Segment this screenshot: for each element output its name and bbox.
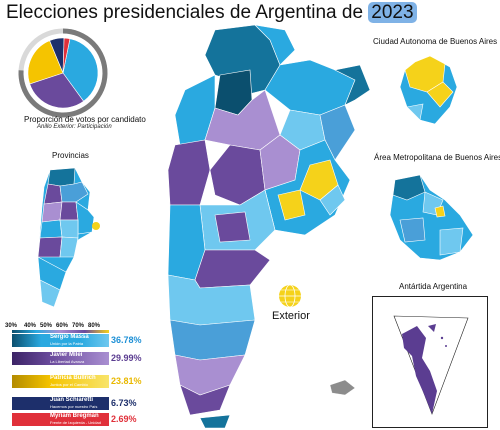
candidate-bar <box>12 334 109 347</box>
pie-caption: Proporción de votos por candidato <box>24 115 146 124</box>
candidate-party: Frente de Izquierda - Unidad <box>50 420 101 425</box>
antartida-map <box>393 315 469 415</box>
candidate-pct: 29.99% <box>111 353 142 363</box>
candidate-row-milei: Javier Milei La Libertad Avanza 29.99% <box>12 352 150 365</box>
title-year-badge: 2023 <box>368 2 417 23</box>
inset-label-caba: Ciudad Autonoma de Buenos Aires <box>373 37 498 46</box>
argentina-main-map <box>167 24 370 429</box>
scale-tick: 30% <box>5 323 18 329</box>
participation-ring <box>18 28 108 118</box>
pie-slice <box>29 72 85 109</box>
candidate-party: Unión por la Patria <box>50 341 84 346</box>
title-text: Elecciones presidenciales de Argentina d… <box>6 2 364 23</box>
pie-slice <box>62 38 99 102</box>
inset-label-provincias: Provincias <box>52 151 89 160</box>
amba-map <box>389 174 474 261</box>
caba-highlight-dot <box>92 222 100 230</box>
participation-arc <box>18 28 108 118</box>
candidate-pct: 23.81% <box>111 376 142 386</box>
candidate-party: La Libertad Avanza <box>50 359 85 364</box>
scale-tick: 70% <box>72 323 85 329</box>
scale-tick: 60% <box>56 323 69 329</box>
pie-slice <box>62 37 71 74</box>
vote-share-pie <box>18 28 108 118</box>
candidate-bar <box>12 397 109 410</box>
caba-map <box>399 55 458 125</box>
pie-slices <box>27 37 99 109</box>
scale-tick: 50% <box>40 323 53 329</box>
candidate-bar <box>12 375 109 388</box>
candidate-party: Hacemos por nuestro País <box>50 404 98 409</box>
candidate-row-massa: Sergio Massa Unión por la Patria 36.78% <box>12 334 150 347</box>
candidate-row-schiaretti: Juan Schiaretti Hacemos por nuestro País… <box>12 397 150 410</box>
candidate-row-bregman: Myriam Bregman Frente de Izquierda - Uni… <box>12 413 150 426</box>
provincias-map <box>37 167 100 308</box>
exterior-label: Exterior <box>272 310 310 322</box>
inset-label-antartida: Antártida Argentina <box>399 282 468 291</box>
candidate-pct: 36.78% <box>111 335 142 345</box>
scale-tick: 80% <box>88 323 101 329</box>
candidate-name: Juan Schiaretti <box>50 397 94 403</box>
candidate-party: Juntos por el Cambio <box>50 382 88 387</box>
candidate-name: Patricia Bullrich <box>50 375 96 381</box>
candidate-name: Javier Milei <box>50 352 83 358</box>
candidate-pct: 2.69% <box>111 414 137 424</box>
candidate-bar <box>12 352 109 365</box>
candidate-name: Sergio Massa <box>50 334 89 340</box>
candidate-pct: 6.73% <box>111 398 137 408</box>
candidate-row-bullrich: Patricia Bullrich Juntos por el Cambio 2… <box>12 375 150 388</box>
exterior-globe-icon <box>279 284 301 308</box>
page-title: Elecciones presidenciales de Argentina d… <box>6 2 417 24</box>
pie-subcaption: Anillo Exterior: Participación <box>37 124 112 130</box>
malvinas-islands <box>329 379 356 396</box>
inset-label-amba: Área Metropolitana de Buenos Aires <box>374 153 500 162</box>
scale-tick: 40% <box>24 323 37 329</box>
pie-slice <box>27 40 64 85</box>
antartida-frame <box>372 296 488 428</box>
candidate-name: Myriam Bregman <box>50 413 99 419</box>
scale-gradient <box>12 330 109 333</box>
candidate-bar <box>12 413 109 426</box>
